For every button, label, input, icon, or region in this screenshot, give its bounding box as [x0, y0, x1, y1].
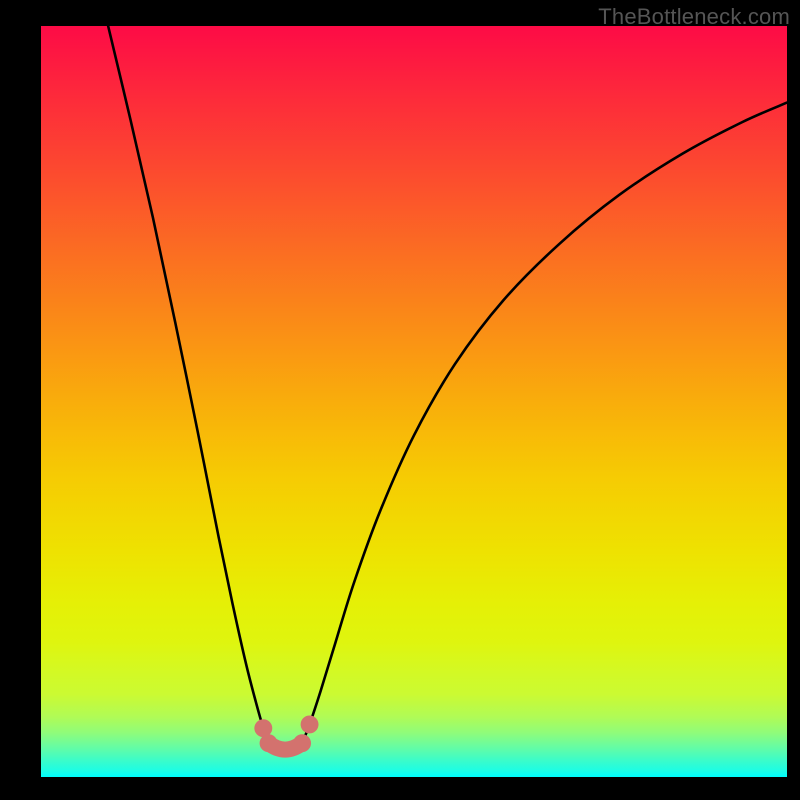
valley-marker-dot — [260, 734, 278, 752]
valley-marker-dot — [301, 715, 319, 733]
chart-container: TheBottleneck.com — [0, 0, 800, 800]
plot-background-gradient — [41, 26, 787, 777]
bottleneck-chart-svg — [0, 0, 800, 800]
valley-marker-dot — [293, 734, 311, 752]
